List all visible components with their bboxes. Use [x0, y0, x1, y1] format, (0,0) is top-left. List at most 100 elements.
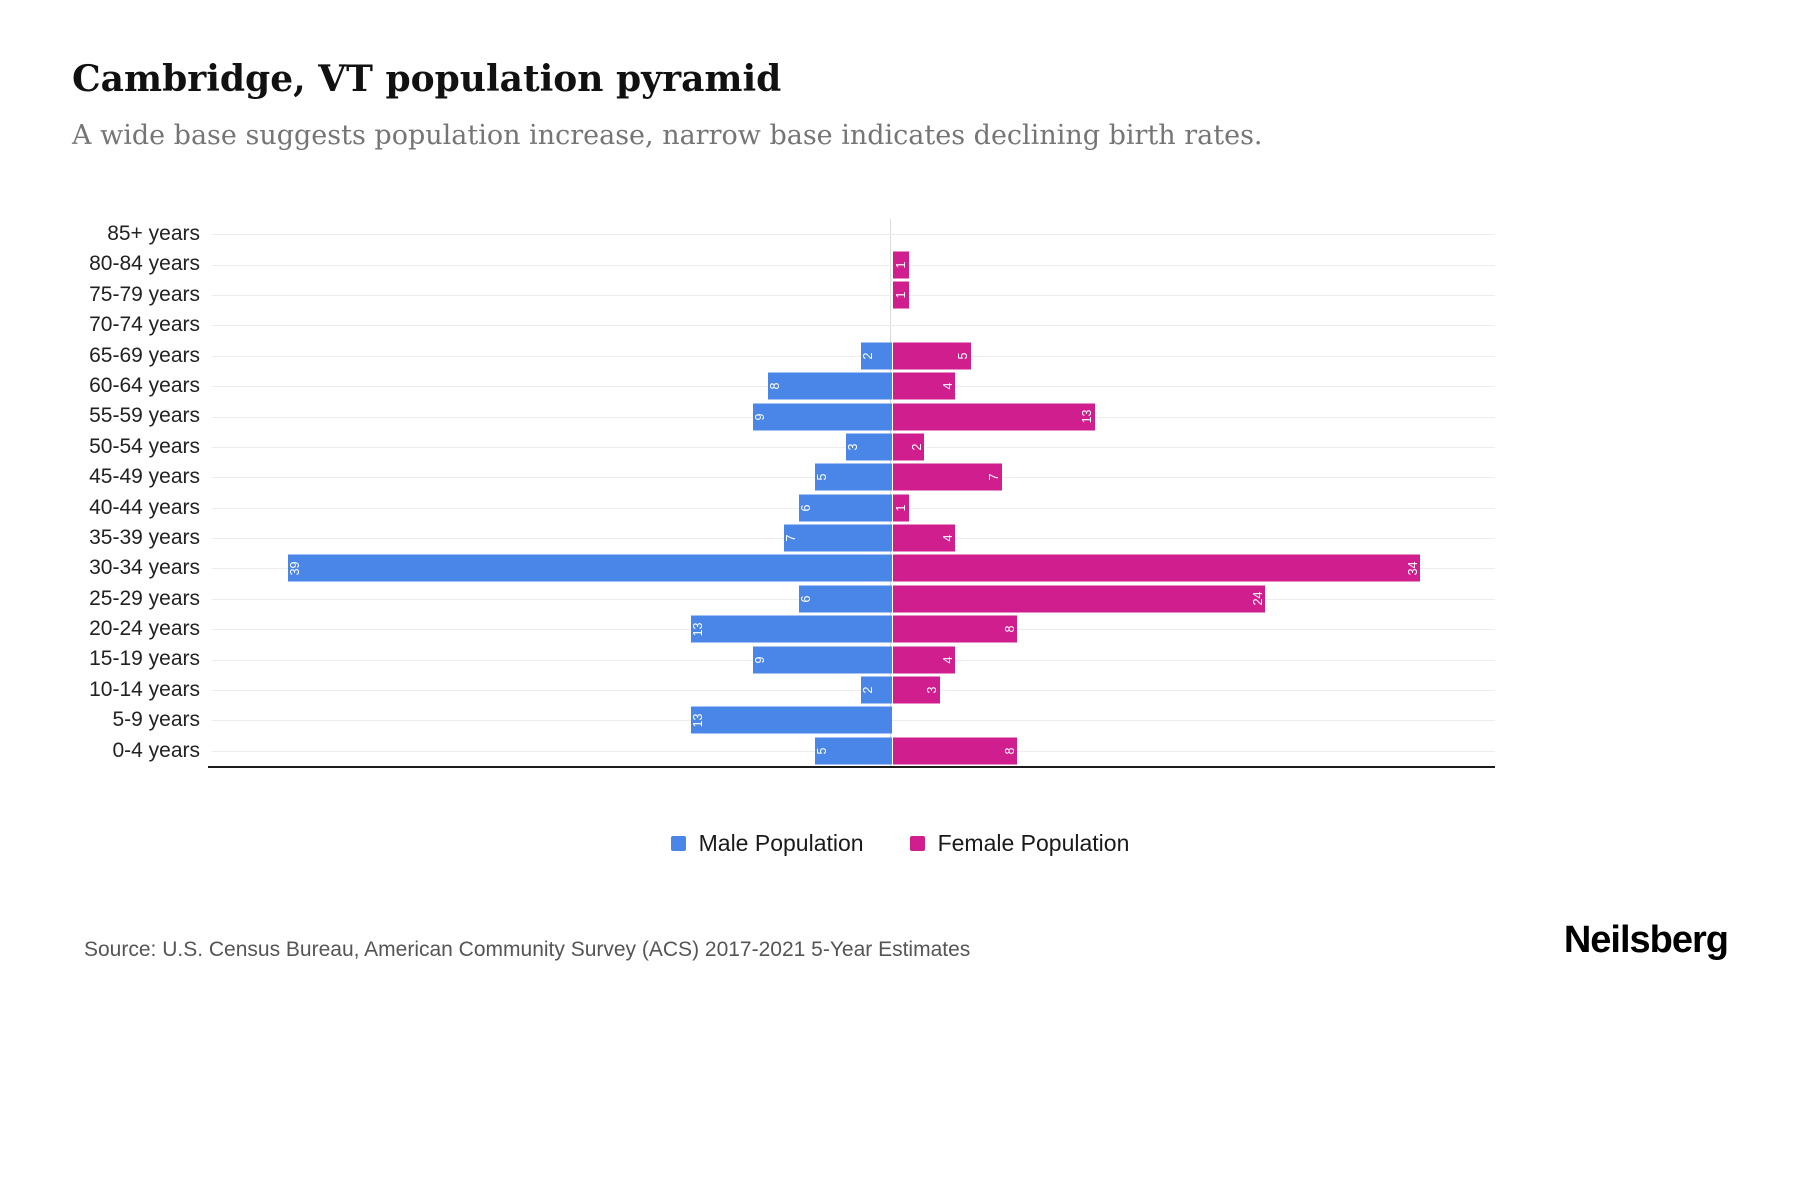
pyramid-row: 45-49 years 5 7	[0, 462, 1495, 492]
bar-value-label: 4	[940, 534, 955, 542]
female-bar: 8	[893, 737, 1017, 765]
pyramid-row: 30-34 years 39 34	[0, 553, 1495, 583]
legend-item-female: Female Population	[909, 830, 1130, 857]
bar-value-label: 5	[956, 352, 970, 360]
male-bar: 39	[287, 554, 892, 582]
y-axis-label: 0-4 years	[112, 738, 200, 762]
y-axis-label: 75-79 years	[89, 282, 200, 306]
bar-value-label: 2	[861, 686, 875, 694]
female-bar: 1	[893, 281, 909, 309]
male-bar: 9	[752, 646, 892, 674]
y-axis-label: 50-54 years	[89, 434, 200, 458]
female-bar: 24	[893, 585, 1265, 613]
y-axis-label: 35-39 years	[89, 525, 200, 549]
bar-value-label: 5	[814, 747, 829, 755]
pyramid-row: 15-19 years 9 4	[0, 644, 1495, 674]
y-axis-label: 70-74 years	[89, 313, 200, 337]
page-subtitle: A wide base suggests population increase…	[72, 120, 1263, 151]
bar-value-label: 8	[768, 382, 782, 390]
female-bar: 8	[893, 615, 1017, 643]
plot-area: 1	[212, 249, 1495, 279]
plot-area: 13	[212, 705, 1495, 735]
page-title: Cambridge, VT population pyramid	[72, 58, 782, 100]
pyramid-row: 40-44 years 6 1	[0, 493, 1495, 523]
pyramid-row: 25-29 years 6 24	[0, 584, 1495, 614]
legend-item-male: Male Population	[670, 830, 864, 857]
bar-value-label: 24	[1250, 591, 1265, 606]
y-axis-label: 60-64 years	[89, 373, 200, 397]
plot-area	[212, 219, 1495, 249]
plot-area: 9 13	[212, 401, 1495, 431]
male-bar: 8	[768, 372, 892, 400]
plot-area: 39 34	[212, 553, 1495, 583]
plot-area	[212, 310, 1495, 340]
bar-value-label: 34	[1405, 561, 1420, 576]
y-axis-label: 30-34 years	[89, 556, 200, 580]
bar-value-label: 6	[799, 504, 813, 512]
male-bar: 13	[690, 706, 892, 734]
pyramid-row: 60-64 years 8 4	[0, 371, 1495, 401]
bar-value-label: 3	[925, 686, 939, 694]
y-axis-label: 55-59 years	[89, 404, 200, 428]
bar-value-label: 1	[894, 291, 908, 299]
plot-area: 6 24	[212, 584, 1495, 614]
bar-value-label: 7	[987, 473, 1001, 481]
pyramid-row: 70-74 years	[0, 310, 1495, 340]
source-text: Source: U.S. Census Bureau, American Com…	[84, 938, 971, 962]
male-bar: 5	[814, 737, 892, 765]
bar-value-label: 3	[845, 443, 860, 451]
bar-value-label: 6	[799, 595, 813, 603]
pyramid-row: 5-9 years 13	[0, 705, 1495, 735]
female-bar: 5	[893, 342, 971, 370]
male-bar: 2	[861, 342, 892, 370]
bar-value-label: 13	[690, 622, 705, 637]
bar-value-label: 2	[861, 352, 875, 360]
pyramid-row: 75-79 years 1	[0, 280, 1495, 310]
bar-value-label: 8	[1002, 625, 1017, 633]
male-bar: 6	[799, 585, 892, 613]
pyramid-row: 55-59 years 9 13	[0, 401, 1495, 431]
bar-value-label: 1	[894, 261, 908, 269]
y-axis-label: 45-49 years	[89, 465, 200, 489]
brand-logo: Neilsberg	[1563, 919, 1729, 962]
pyramid-row: 0-4 years 5 8	[0, 736, 1495, 766]
female-bar: 13	[893, 403, 1095, 431]
male-bar: 2	[861, 676, 892, 704]
y-axis-label: 80-84 years	[89, 252, 200, 276]
bar-value-label: 13	[1080, 409, 1094, 424]
female-bar: 1	[893, 251, 909, 279]
pyramid-row: 65-69 years 2 5	[0, 341, 1495, 371]
legend-label-female: Female Population	[937, 830, 1130, 857]
legend-swatch-male	[670, 836, 686, 852]
bar-value-label: 9	[752, 413, 767, 420]
pyramid-row: 50-54 years 3 2	[0, 432, 1495, 462]
pyramid-row: 35-39 years 7 4	[0, 523, 1495, 553]
center-axis-line	[890, 219, 891, 767]
male-bar: 5	[814, 463, 892, 491]
pyramid-rows: 85+ years 80-84 years 1 75-79 years 1 70-74 y…	[0, 219, 1495, 766]
y-axis-label: 10-14 years	[89, 677, 200, 701]
plot-area: 13 8	[212, 614, 1495, 644]
pyramid-row: 20-24 years 13 8	[0, 614, 1495, 644]
female-bar: 34	[893, 554, 1420, 582]
female-bar: 1	[893, 494, 909, 522]
bar-value-label: 39	[287, 561, 302, 576]
male-bar: 13	[690, 615, 892, 643]
bar-value-label: 13	[690, 713, 705, 728]
footer: Source: U.S. Census Bureau, American Com…	[84, 919, 1729, 962]
male-bar: 6	[799, 494, 892, 522]
male-bar: 9	[752, 403, 892, 431]
pyramid-row: 80-84 years 1	[0, 249, 1495, 279]
plot-area: 1	[212, 280, 1495, 310]
female-bar: 7	[893, 463, 1002, 491]
male-bar: 3	[845, 433, 892, 461]
y-axis-label: 40-44 years	[89, 495, 200, 519]
